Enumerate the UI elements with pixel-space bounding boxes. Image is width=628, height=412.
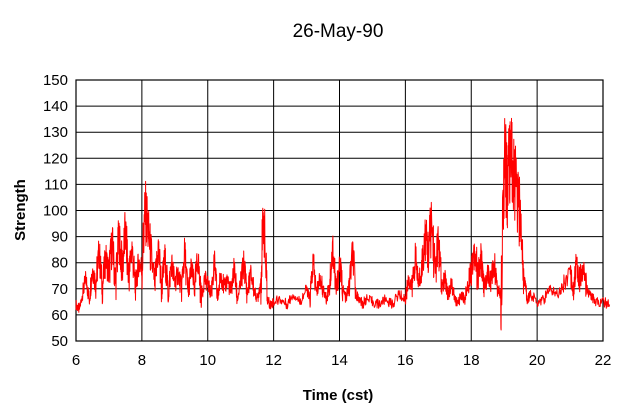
x-tick-label: 18 (463, 352, 480, 369)
y-tick-label: 150 (43, 72, 68, 89)
series-layer (75, 117, 611, 331)
y-tick-label: 60 (51, 307, 68, 324)
y-tick-label: 110 (44, 176, 68, 193)
y-tick-label: 90 (51, 229, 68, 246)
plot-area (75, 79, 604, 342)
gridlines (75, 79, 604, 342)
x-tick-label: 20 (529, 352, 546, 369)
x-tick-label: 12 (265, 352, 282, 369)
y-tick-label: 80 (51, 255, 68, 272)
x-tick-label: 6 (72, 352, 80, 369)
x-axis-ticks: 6 8 10 12 14 16 18 20 22 (72, 352, 612, 369)
x-tick-label: 22 (595, 352, 612, 369)
y-tick-label: 50 (51, 333, 68, 350)
y-tick-label: 140 (43, 98, 68, 115)
y-tick-label: 70 (51, 281, 68, 298)
y-tick-label: 120 (43, 150, 68, 167)
x-tick-label: 14 (331, 352, 348, 369)
x-axis-label: Time (cst) (303, 387, 374, 404)
y-axis-ticks: 50 60 70 80 90 100 110 120 130 140 150 (43, 72, 68, 350)
x-tick-label: 8 (138, 352, 146, 369)
chart-title: 26-May-90 (293, 21, 384, 42)
x-tick-label: 16 (397, 352, 414, 369)
y-axis-label: Strength (12, 179, 29, 241)
series-line-0 (75, 117, 611, 331)
y-tick-label: 100 (43, 203, 68, 220)
x-tick-label: 10 (199, 352, 216, 369)
y-tick-label: 130 (43, 124, 68, 141)
